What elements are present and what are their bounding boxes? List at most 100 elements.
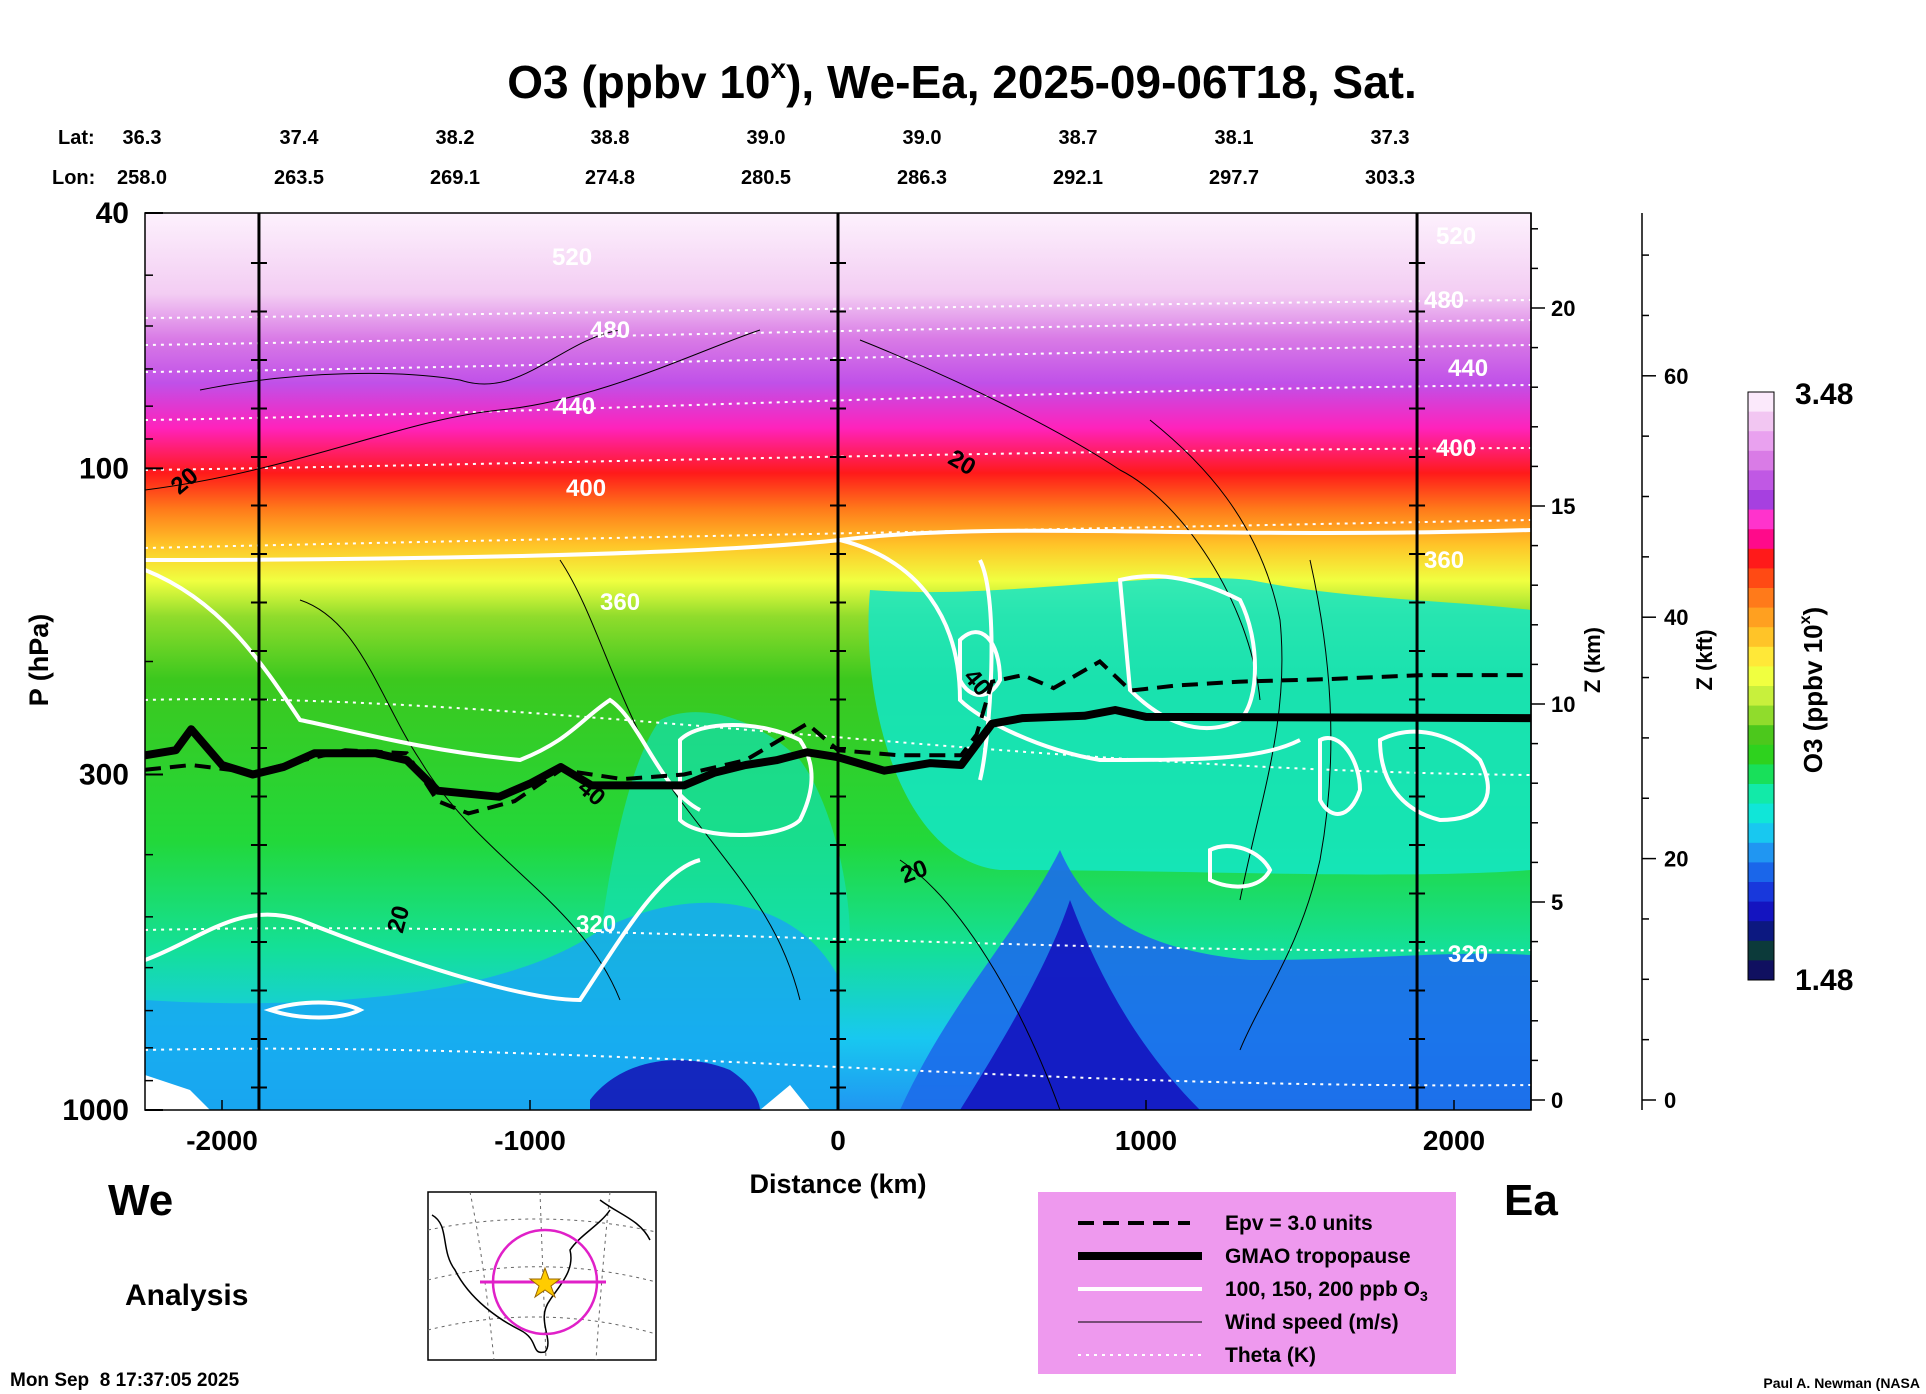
lon-value: 258.0 bbox=[117, 167, 167, 189]
colorbar-cell bbox=[1748, 803, 1774, 824]
theta-label-400-east: 400 bbox=[1436, 435, 1476, 462]
x-tick-label: -2000 bbox=[186, 1125, 258, 1156]
z-km-tick-label: 0 bbox=[1551, 1088, 1563, 1113]
inset-map bbox=[427, 1191, 657, 1361]
colorbar-cell bbox=[1748, 686, 1774, 707]
colorbar-cell bbox=[1748, 607, 1774, 628]
legend-tropopause: GMAO tropopause bbox=[1225, 1245, 1411, 1268]
z-km-tick-label: 20 bbox=[1551, 296, 1575, 321]
colorbar-cell bbox=[1748, 882, 1774, 903]
colorbar-cell bbox=[1748, 627, 1774, 648]
lon-value: 297.7 bbox=[1209, 167, 1259, 189]
colorbar-label: O3 (ppbv 10x) bbox=[1797, 607, 1828, 773]
lat-value: 38.2 bbox=[436, 127, 475, 149]
lat-lon-row: 36.3 37.4 38.2 38.8 39.0 39.0 38.7 38.1 37.3 258.… bbox=[117, 127, 1415, 189]
colorbar-cell bbox=[1748, 470, 1774, 491]
x-axis: -2000 -1000 0 1000 2000 bbox=[186, 1100, 1485, 1156]
lon-value: 286.3 bbox=[897, 167, 947, 189]
lon-value: 280.5 bbox=[741, 167, 791, 189]
colorbar-cell bbox=[1748, 705, 1774, 726]
theta-label-360-west: 360 bbox=[600, 589, 640, 616]
colorbar: 3.48 1.48 O3 (ppbv 10x) bbox=[1747, 378, 1853, 997]
tropopause-line bbox=[145, 706, 1531, 801]
west-label: We bbox=[108, 1176, 173, 1225]
lat-label: Lat: bbox=[58, 127, 95, 149]
dark-blue-core bbox=[960, 900, 1200, 1110]
legend-epv: Epv = 3.0 units bbox=[1225, 1212, 1373, 1235]
lon-value: 263.5 bbox=[274, 167, 324, 189]
z-kft-tick-label: 60 bbox=[1664, 364, 1688, 389]
theta-label-480-east: 480 bbox=[1424, 287, 1464, 314]
lon-value: 303.3 bbox=[1365, 167, 1415, 189]
y-tick-label: 1000 bbox=[62, 1094, 129, 1127]
colorbar-cell bbox=[1748, 392, 1774, 413]
z-kft-tick-label: 20 bbox=[1664, 847, 1688, 872]
colorbar-cell bbox=[1748, 725, 1774, 746]
y-axis-pressure: 40 100 300 1000 bbox=[62, 197, 163, 1127]
z-kft-tick-label: 0 bbox=[1664, 1088, 1676, 1113]
colorbar-cell bbox=[1748, 529, 1774, 550]
z-km-label: Z (km) bbox=[1580, 627, 1605, 693]
colorbar-cell bbox=[1748, 490, 1774, 511]
lat-value: 36.3 bbox=[123, 127, 162, 149]
y-axis-label: P (hPa) bbox=[24, 614, 54, 707]
colorbar-cell bbox=[1748, 921, 1774, 942]
colorbar-max: 3.48 bbox=[1795, 378, 1853, 411]
lon-value: 269.1 bbox=[430, 167, 480, 189]
x-tick-label: 0 bbox=[830, 1125, 846, 1156]
z-km-axis: 0 5 10 15 20 bbox=[1530, 213, 1575, 1113]
colorbar-cell bbox=[1748, 862, 1774, 883]
colorbar-cell bbox=[1748, 764, 1774, 785]
lat-value: 37.4 bbox=[280, 127, 320, 149]
center-star-icon bbox=[528, 1266, 562, 1299]
y-tick-label: 300 bbox=[79, 758, 129, 791]
colorbar-cell bbox=[1748, 411, 1774, 432]
lon-value: 274.8 bbox=[585, 167, 635, 189]
chart-title: O3 (ppbv 10x), We-Ea, 2025-09-06T18, Sat… bbox=[507, 53, 1417, 108]
colorbar-cell bbox=[1748, 842, 1774, 863]
legend-ozone: 100, 150, 200 ppb O3 bbox=[1225, 1278, 1428, 1304]
theta-lines bbox=[145, 299, 1531, 1087]
lon-value: 292.1 bbox=[1053, 167, 1103, 189]
colorbar-cell bbox=[1748, 784, 1774, 805]
colorbar-cell bbox=[1748, 646, 1774, 667]
theta-label-320-west: 320 bbox=[576, 911, 616, 938]
theta-label-520-west: 520 bbox=[552, 244, 592, 271]
colorbar-cell bbox=[1748, 568, 1774, 589]
credit: Paul A. Newman (NASA bbox=[1763, 1375, 1920, 1391]
x-tick-label: 1000 bbox=[1115, 1125, 1177, 1156]
z-km-tick-label: 10 bbox=[1551, 692, 1575, 717]
lat-value: 37.3 bbox=[1371, 127, 1410, 149]
colorbar-cell bbox=[1748, 548, 1774, 569]
legend-wind: Wind speed (m/s) bbox=[1225, 1311, 1399, 1334]
z-kft-tick-label: 40 bbox=[1664, 605, 1688, 630]
wind-speed-contours bbox=[145, 329, 1332, 1110]
x-axis-label: Distance (km) bbox=[749, 1169, 926, 1199]
theta-contour-labels: 520 480 440 400 360 320 520 480 440 400 … bbox=[552, 223, 1488, 968]
z-km-tick-label: 15 bbox=[1551, 494, 1575, 519]
lat-value: 38.1 bbox=[1215, 127, 1254, 149]
colorbar-cell bbox=[1748, 823, 1774, 844]
colorbar-cell bbox=[1748, 901, 1774, 922]
theta-label-400-west: 400 bbox=[566, 475, 606, 502]
y-tick-label: 100 bbox=[79, 452, 129, 485]
colorbar-min: 1.48 bbox=[1795, 964, 1853, 997]
lat-value: 38.8 bbox=[591, 127, 630, 149]
colorbar-cell bbox=[1748, 940, 1774, 961]
x-tick-label: -1000 bbox=[494, 1125, 566, 1156]
ozone-ppb-contours bbox=[145, 528, 1531, 1020]
lat-value: 39.0 bbox=[903, 127, 942, 149]
legend-theta: Theta (K) bbox=[1225, 1344, 1316, 1367]
theta-label-520-east: 520 bbox=[1436, 223, 1476, 250]
colorbar-cell bbox=[1748, 509, 1774, 530]
analysis-label: Analysis bbox=[125, 1279, 248, 1312]
coastline bbox=[431, 1199, 651, 1354]
timestamp: Mon Sep 8 17:37:05 2025 bbox=[10, 1370, 240, 1391]
east-label: Ea bbox=[1504, 1176, 1558, 1225]
lat-value: 39.0 bbox=[747, 127, 786, 149]
dark-blue-patch-west bbox=[590, 1060, 760, 1110]
legend: Epv = 3.0 units GMAO tropopause 100, 150… bbox=[1038, 1192, 1456, 1374]
y-tick-label: 40 bbox=[96, 197, 129, 230]
theta-label-440-west: 440 bbox=[555, 393, 595, 420]
